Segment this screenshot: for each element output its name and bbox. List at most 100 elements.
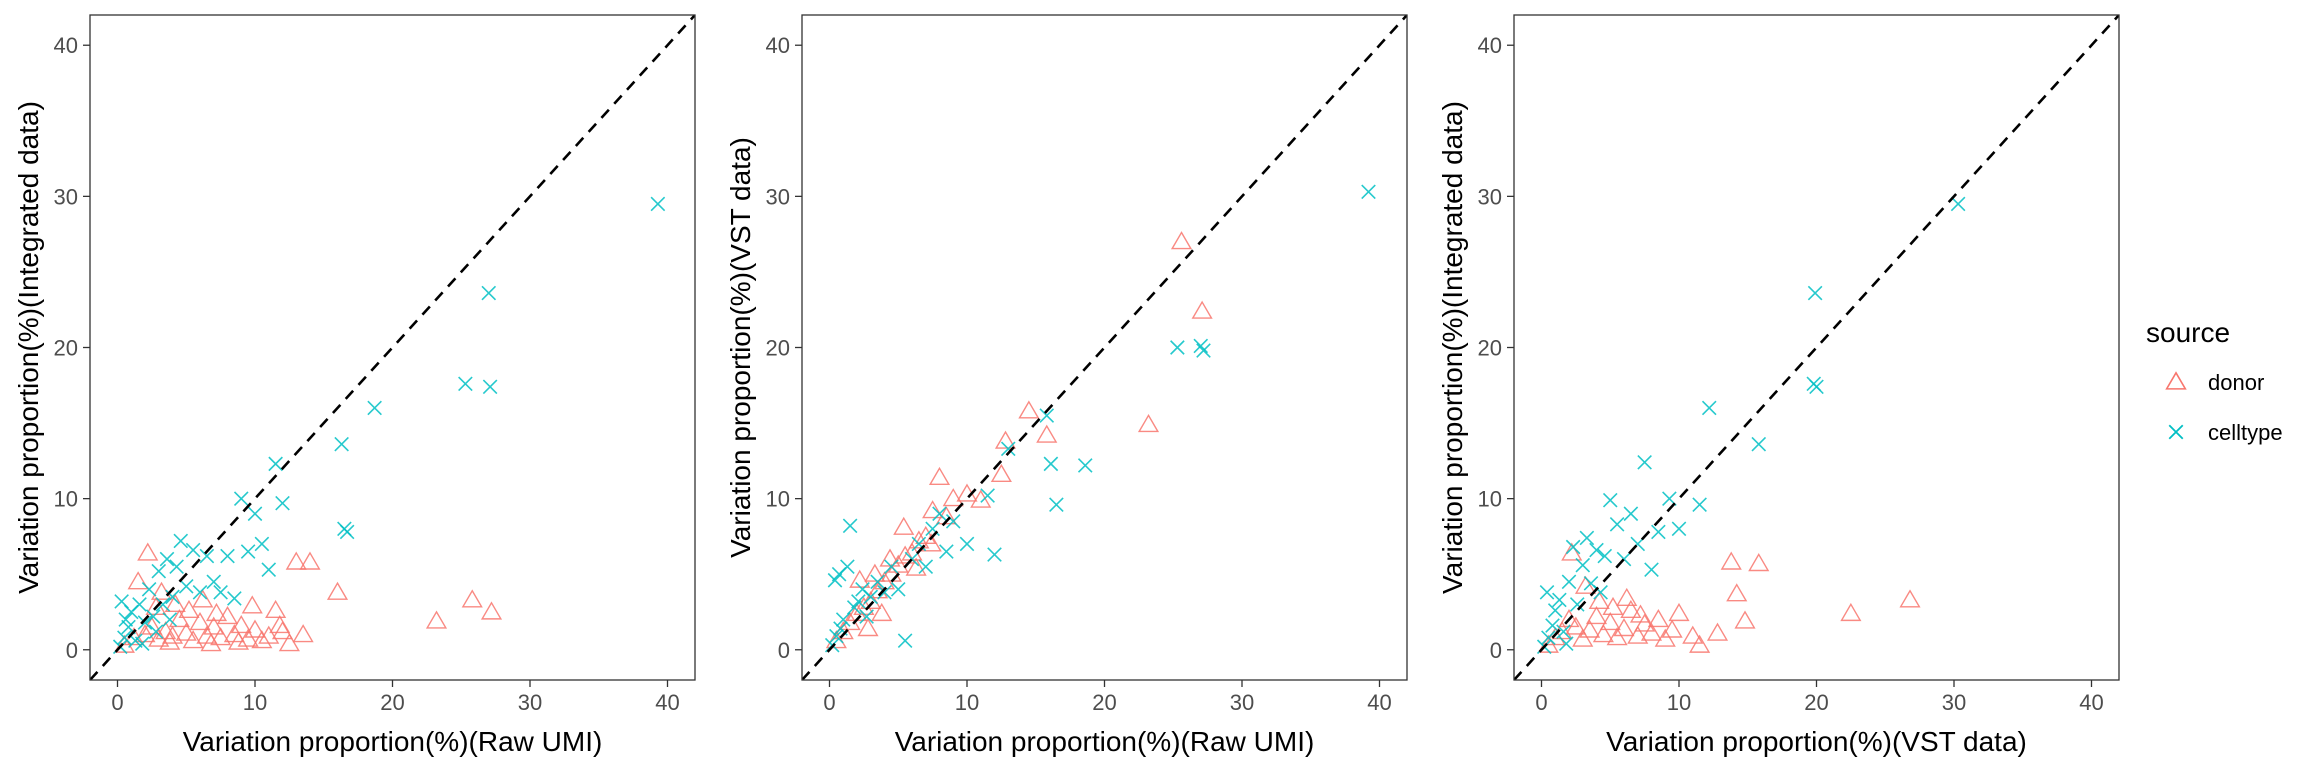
data-point-celltype xyxy=(151,563,167,579)
data-point-celltype xyxy=(835,612,851,627)
data-point-celltype xyxy=(134,636,150,652)
data-point-donor xyxy=(1668,602,1690,622)
data-point-donor xyxy=(1599,611,1621,631)
data-point-donor xyxy=(480,601,503,620)
y-tick-label: 10 xyxy=(1478,487,1502,512)
data-point-celltype xyxy=(1541,630,1556,645)
x-tick-label: 0 xyxy=(1535,690,1547,715)
data-point-celltype xyxy=(1077,458,1093,473)
data-point-donor xyxy=(178,599,200,619)
data-point-celltype xyxy=(162,612,178,627)
data-point-donor xyxy=(1899,589,1921,608)
x-tick-label: 10 xyxy=(1667,690,1691,715)
data-point-donor xyxy=(1720,551,1742,570)
data-point-celltype xyxy=(1043,456,1059,472)
data-point-donor xyxy=(1689,634,1711,653)
data-point-donor xyxy=(994,430,1017,449)
data-point-donor xyxy=(1706,622,1729,641)
data-point-donor xyxy=(1137,414,1160,433)
y-tick-label: 30 xyxy=(766,184,790,209)
data-point-celltype xyxy=(1193,338,1209,354)
data-point-donor xyxy=(922,500,944,519)
data-point-donor xyxy=(203,616,225,635)
y-tick-label: 10 xyxy=(766,487,790,512)
identity-reference-line xyxy=(90,15,695,680)
data-point-donor xyxy=(237,628,259,647)
data-point-celltype xyxy=(185,542,201,558)
y-tick-label: 40 xyxy=(54,33,78,58)
data-point-donor xyxy=(292,624,314,643)
data-point-celltype xyxy=(918,559,934,574)
x-tick-label: 10 xyxy=(243,690,267,715)
data-point-celltype xyxy=(1569,597,1585,612)
data-point-donor xyxy=(251,630,273,649)
y-axis-title: Variation proportion(%)(Integrated data) xyxy=(13,101,44,594)
data-point-donor xyxy=(425,610,448,629)
data-point-celltype xyxy=(220,548,235,564)
data-point-celltype xyxy=(169,559,184,574)
data-point-celltype xyxy=(1575,557,1591,573)
x-tick-label: 40 xyxy=(655,690,679,715)
data-point-celltype xyxy=(240,544,256,559)
data-point-donor xyxy=(1734,610,1756,629)
data-point-celltype xyxy=(1807,285,1823,301)
data-point-donor xyxy=(1661,619,1683,638)
data-point-celltype xyxy=(1597,548,1613,564)
data-point-donor xyxy=(1840,602,1862,622)
data-point-celltype xyxy=(458,376,473,392)
data-point-celltype xyxy=(987,547,1002,562)
data-point-donor xyxy=(1627,625,1649,644)
data-point-donor xyxy=(278,633,300,652)
data-point-celltype xyxy=(932,506,947,522)
data-point-celltype xyxy=(148,624,164,639)
data-point-celltype xyxy=(137,615,153,630)
y-tick-label: 40 xyxy=(766,33,790,58)
data-point-celltype xyxy=(980,488,995,503)
data-point-donor xyxy=(269,615,291,634)
data-point-donor xyxy=(1647,608,1669,628)
data-point-celltype xyxy=(1539,585,1555,600)
data-point-donor xyxy=(905,557,927,576)
data-point-donor xyxy=(164,593,186,613)
data-point-donor xyxy=(1036,424,1058,443)
data-point-celltype xyxy=(1552,592,1567,608)
data-point-celltype xyxy=(1637,455,1652,470)
data-point-donor xyxy=(1616,587,1638,606)
data-point-donor xyxy=(1748,553,1770,572)
data-point-celltype xyxy=(1039,408,1055,423)
data-point-donor xyxy=(326,581,349,600)
data-point-celltype xyxy=(339,524,355,540)
data-point-donor xyxy=(894,545,916,564)
data-point-celltype xyxy=(1049,497,1064,512)
data-point-celltype xyxy=(178,578,194,594)
data-point-donor xyxy=(244,619,266,638)
legend-title: source xyxy=(2146,317,2230,348)
data-point-celltype xyxy=(141,582,157,597)
data-point-donor xyxy=(1572,628,1594,647)
data-point-donor xyxy=(871,602,893,622)
data-point-celltype xyxy=(132,597,147,612)
data-point-celltype xyxy=(1361,184,1376,200)
data-point-celltype xyxy=(831,566,847,582)
data-point-celltype xyxy=(199,548,215,564)
data-point-celltype xyxy=(890,582,906,597)
x-axis-title: Variation proportion(%)(VST data) xyxy=(1606,726,2027,757)
data-point-donor xyxy=(1585,605,1608,625)
data-point-celltype xyxy=(1579,530,1595,546)
data-point-celltype xyxy=(959,536,975,552)
scatter-panel-raw-vs-integrated: 0 10 20 30 40 0 10 20 30 40 Variation proportion(%… xyxy=(13,14,696,757)
data-point-donor xyxy=(990,463,1012,483)
data-point-donor xyxy=(1620,599,1642,619)
data-point-celltype xyxy=(859,609,874,624)
data-point-donor xyxy=(1588,590,1610,609)
data-point-celltype xyxy=(254,536,270,552)
data-point-donor xyxy=(210,627,232,646)
data-point-celltype xyxy=(1671,521,1687,537)
data-point-donor xyxy=(168,608,190,628)
scatter-panel-vst-vs-integrated: 0 10 20 30 40 0 10 20 30 40 Variation proportion(%… xyxy=(1437,14,2120,757)
data-point-celltype xyxy=(884,559,899,574)
y-tick-label: 20 xyxy=(54,336,78,361)
data-point-donor xyxy=(241,595,263,614)
x-tick-label: 30 xyxy=(1230,690,1254,715)
